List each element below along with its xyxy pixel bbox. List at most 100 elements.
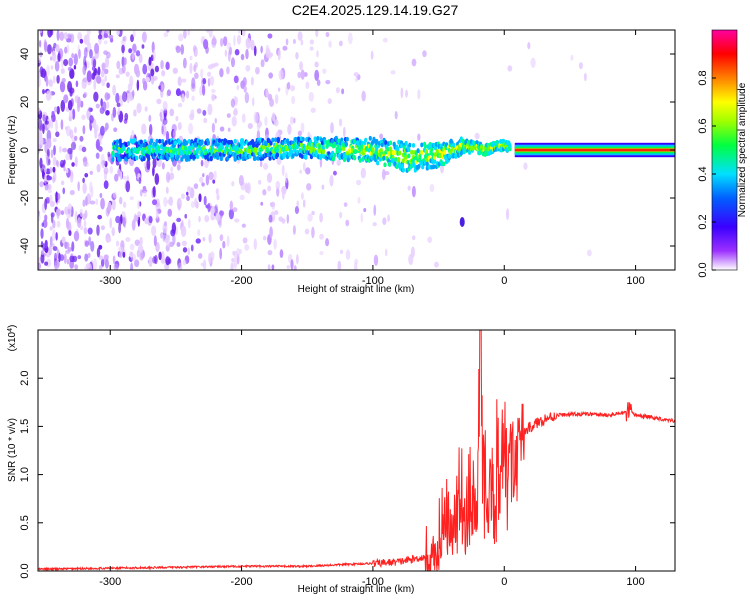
noise-speck	[82, 182, 87, 194]
noise-speck	[52, 75, 56, 84]
noise-speck	[578, 62, 583, 70]
noise-speck	[281, 164, 285, 176]
noise-speck	[341, 88, 345, 95]
noise-speck	[209, 75, 215, 86]
noise-speck	[440, 163, 445, 174]
noise-speck	[207, 103, 213, 116]
signal-cell	[320, 140, 325, 146]
noise-speck	[165, 235, 171, 248]
noise-speck	[121, 44, 125, 54]
noise-speck	[96, 75, 102, 84]
noise-speck	[180, 225, 187, 238]
noise-speck	[57, 52, 61, 63]
noise-speck	[89, 170, 93, 175]
noise-speck	[38, 39, 42, 48]
noise-speck	[319, 233, 324, 240]
noise-speck	[268, 72, 274, 79]
signal-cell	[502, 138, 506, 144]
noise-speck	[176, 164, 181, 171]
noise-speck	[165, 186, 169, 194]
noise-speck	[128, 48, 133, 54]
noise-speck	[82, 93, 87, 99]
noise-speck	[287, 124, 292, 135]
noise-speck	[163, 221, 168, 227]
noise-speck	[182, 247, 188, 253]
noise-speck	[292, 225, 296, 235]
signal-cell	[408, 142, 412, 148]
noise-speck	[194, 48, 198, 56]
top-y-tick-label: -40	[19, 238, 31, 254]
noise-speck	[243, 85, 247, 93]
noise-speck	[308, 91, 314, 102]
noise-speck	[107, 151, 111, 158]
noise-speck	[49, 194, 53, 206]
noise-speck	[167, 208, 173, 217]
noise-speck	[208, 30, 213, 38]
signal-cell	[368, 135, 372, 141]
noise-speck	[59, 31, 65, 42]
signal-cell	[157, 145, 161, 151]
noise-speck	[133, 63, 140, 75]
noise-speck	[202, 236, 206, 242]
noise-speck	[78, 48, 81, 59]
noise-speck	[84, 240, 89, 247]
noise-speck	[193, 183, 199, 190]
noise-speck	[357, 197, 361, 204]
noise-speck	[144, 106, 148, 112]
noise-speck	[60, 210, 65, 216]
noise-speck	[142, 63, 148, 75]
noise-speck	[245, 64, 251, 72]
noise-speck	[570, 54, 574, 61]
noise-speck	[310, 107, 316, 113]
signal-cell	[155, 138, 159, 144]
signal-cell	[345, 136, 349, 142]
top-x-tick-label: -100	[362, 275, 384, 287]
signal-cell	[200, 140, 204, 145]
noise-speck	[116, 30, 120, 36]
noise-speck	[62, 147, 68, 153]
noise-speck	[58, 252, 61, 263]
signal-cell	[118, 138, 122, 144]
noise-speck	[305, 81, 310, 90]
noise-speck	[43, 174, 48, 185]
signal-cell	[171, 157, 175, 162]
noise-speck	[253, 111, 259, 124]
noise-speck	[106, 101, 110, 109]
signal-cell	[316, 136, 320, 141]
noise-speck	[79, 135, 84, 142]
noise-speck	[89, 114, 94, 124]
noise-speck	[219, 68, 224, 78]
noise-speck	[154, 65, 160, 73]
noise-speck	[267, 264, 271, 270]
noise-speck	[215, 188, 219, 196]
noise-speck	[89, 49, 93, 59]
noise-speck	[66, 38, 72, 43]
noise-speck	[325, 79, 331, 85]
signal-cell	[404, 140, 408, 146]
noise-speck	[54, 60, 60, 72]
noise-speck	[205, 174, 210, 186]
signal-cell	[183, 145, 188, 151]
noise-speck	[274, 210, 279, 216]
noise-speck	[178, 33, 184, 42]
noise-speck	[155, 210, 159, 220]
bottom-y-tick-label: 0.5	[19, 515, 31, 530]
noise-speck	[290, 85, 296, 92]
noise-speck	[208, 171, 214, 181]
noise-speck	[220, 37, 224, 47]
noise-speck	[319, 251, 324, 256]
bottom-y-tick-label: 1.5	[19, 419, 31, 434]
noise-speck	[227, 127, 231, 132]
noise-speck	[88, 107, 93, 112]
noise-speck	[219, 234, 224, 242]
noise-speck	[202, 173, 205, 178]
noise-speck	[387, 214, 390, 222]
signal-cell	[387, 161, 392, 167]
noise-speck	[38, 119, 43, 131]
noise-speck	[44, 41, 48, 53]
signal-cell	[251, 138, 255, 144]
noise-speck	[302, 199, 306, 208]
noise-speck	[219, 247, 223, 260]
noise-speck	[583, 72, 587, 82]
noise-speck	[100, 197, 105, 210]
